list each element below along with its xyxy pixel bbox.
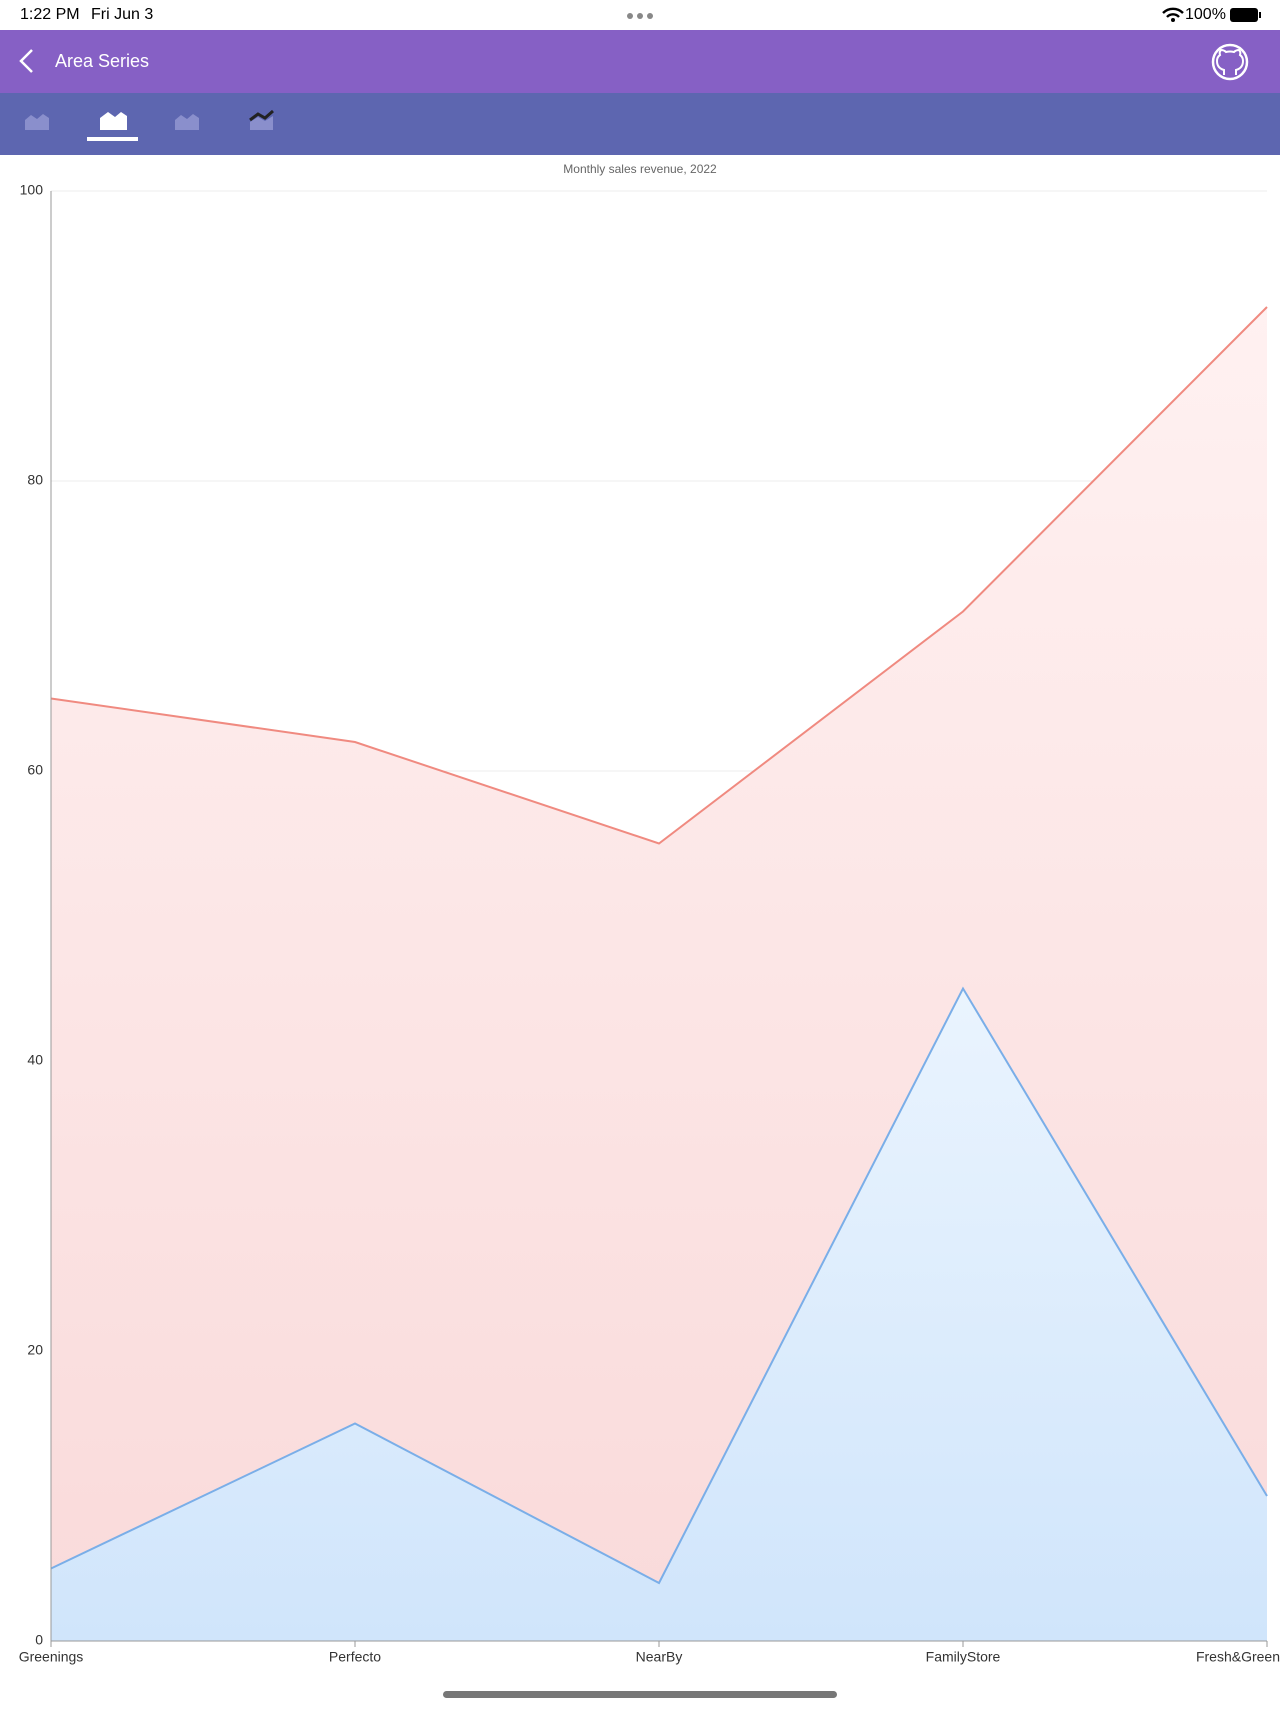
y-tick-label: 60 bbox=[27, 762, 43, 778]
y-tick-label: 40 bbox=[27, 1052, 43, 1068]
x-tick-label: Fresh&Green bbox=[1196, 1649, 1280, 1665]
area-fill bbox=[51, 988, 1267, 1641]
y-tick-label: 0 bbox=[35, 1632, 43, 1648]
back-button[interactable] bbox=[19, 49, 33, 73]
battery-tip bbox=[1259, 12, 1261, 18]
area-line bbox=[50, 306, 1268, 845]
wifi-icon bbox=[1162, 7, 1184, 18]
header-title: Area Series bbox=[55, 51, 149, 71]
chart-title: Monthly sales revenue, 2022 bbox=[563, 162, 717, 176]
github-button[interactable] bbox=[1211, 43, 1249, 81]
status-date: Fri Jun 3 bbox=[91, 6, 153, 23]
toolbar bbox=[0, 93, 1280, 155]
battery-text: 100% bbox=[1185, 6, 1226, 23]
y-tick-label: 20 bbox=[27, 1342, 43, 1358]
chart: 0 20 40 60 80 100 Greenings Perfecto NearBy Famil… bbox=[19, 182, 1280, 1665]
area-line bbox=[50, 986, 1268, 1585]
tab-indicator bbox=[87, 137, 138, 141]
y-tick-label: 100 bbox=[20, 182, 44, 198]
tab-spline-area[interactable] bbox=[250, 116, 273, 130]
status-time: 1:22 PM bbox=[20, 6, 80, 23]
x-tick-label: NearBy bbox=[636, 1649, 683, 1665]
tab-area[interactable] bbox=[25, 114, 49, 130]
x-tick-label: Greenings bbox=[19, 1649, 84, 1665]
wifi-dot bbox=[1171, 18, 1175, 22]
github-logo bbox=[1215, 48, 1245, 75]
battery-icon bbox=[1230, 8, 1258, 22]
multitask-dots bbox=[627, 13, 653, 19]
tab-stacked-area[interactable] bbox=[100, 112, 127, 130]
tab-spline-line bbox=[249, 109, 274, 122]
x-tick-label: FamilyStore bbox=[926, 1649, 1001, 1665]
x-tick-label: Perfecto bbox=[329, 1649, 381, 1665]
app-header bbox=[0, 30, 1280, 93]
tab-range-area[interactable] bbox=[175, 114, 199, 130]
home-indicator bbox=[443, 1691, 837, 1698]
y-tick-label: 80 bbox=[27, 472, 43, 488]
